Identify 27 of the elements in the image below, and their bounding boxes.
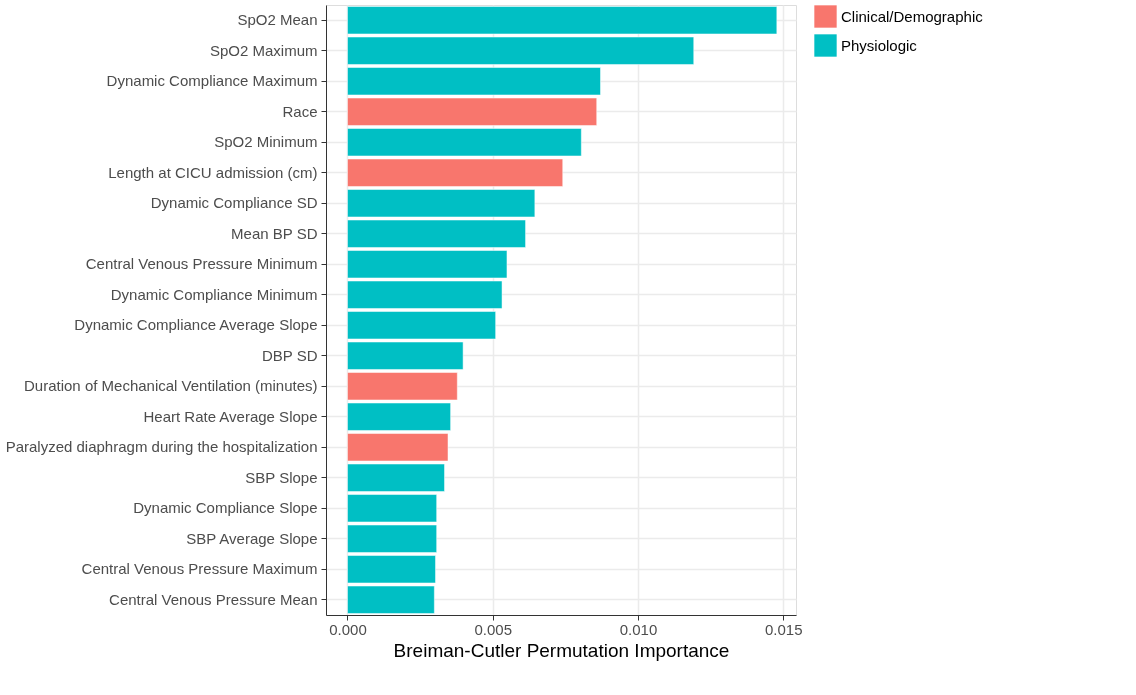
y-tick-label: Mean BP SD [231, 224, 318, 242]
y-tick-label: SBP Average Slope [186, 529, 318, 547]
y-tick-label: Length at CICU admission (cm) [108, 163, 318, 181]
y-tick-label: Dynamic Compliance Average Slope [74, 316, 318, 334]
y-tick-label: Dynamic Compliance Maximum [106, 72, 318, 90]
x-axis-title: Breiman-Cutler Permutation Importance [393, 639, 730, 661]
y-tick-label: Dynamic Compliance SD [150, 194, 318, 212]
y-tick-label: Central Venous Pressure Minimum [85, 255, 318, 273]
y-tick-label: SpO2 Maximum [209, 41, 318, 59]
y-tick-label: Race [282, 102, 318, 120]
x-tick-label: 0.000 [329, 620, 367, 638]
legend-label: Clinical/Demographic [841, 7, 984, 25]
y-tick-label: SBP Slope [245, 468, 318, 486]
y-tick-label: Heart Rate Average Slope [143, 407, 318, 425]
x-tick-label: 0.005 [474, 620, 513, 638]
legend-label: Physiologic [841, 36, 918, 54]
y-tick-label: SpO2 Minimum [214, 133, 318, 151]
x-tick-label: 0.010 [619, 620, 658, 638]
y-tick-label: Paralyzed diaphragm during the hospitalization [5, 438, 318, 456]
y-tick-label: Dynamic Compliance Minimum [110, 285, 318, 303]
y-tick-label: DBP SD [261, 346, 318, 364]
y-tick-label: SpO2 Mean [237, 11, 318, 29]
y-tick-label: Dynamic Compliance Slope [133, 499, 318, 517]
y-tick-label: Central Venous Pressure Maximum [81, 560, 318, 578]
y-tick-label: Central Venous Pressure Mean [109, 590, 318, 608]
x-tick-label: 0.015 [764, 620, 803, 638]
y-tick-label: Duration of Mechanical Ventilation (minutes) [24, 377, 318, 395]
